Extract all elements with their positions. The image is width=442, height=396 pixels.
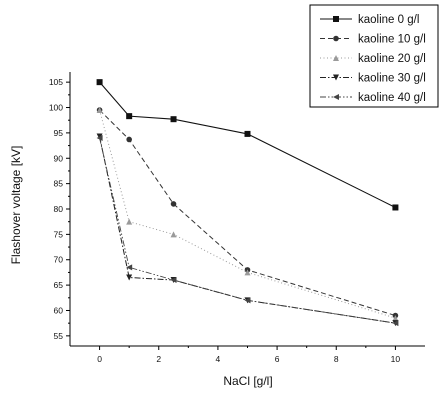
y-tick-label: 65 [54, 280, 64, 290]
plot-area: 55 60 65 70 75 80 85 90 95 100 105 0 2 4 6 8 10 [49, 72, 425, 364]
legend: kaoline 0 g/l kaoline 10 g/l kaoline 20 g/… [309, 4, 439, 108]
data-point [244, 130, 251, 137]
legend-box [309, 4, 439, 108]
x-tick-label: 2 [156, 354, 161, 364]
y-tick-label: 90 [54, 153, 64, 163]
data-point [126, 264, 133, 271]
data-point [244, 269, 251, 276]
series-3 [96, 107, 399, 322]
legend-item: kaoline 0 g/l [320, 14, 419, 26]
y-axis-title: Flashover voltage [kV] [9, 146, 23, 265]
legend-label: kaoline 10 g/l [358, 34, 426, 46]
y-tick-label: 95 [54, 128, 64, 138]
data-point [392, 320, 399, 327]
y-tick-label: 55 [54, 331, 64, 341]
x-axis-title: NaCl [g/l] [223, 374, 272, 388]
data-point [170, 277, 177, 284]
legend-label: kaoline 40 g/l [358, 92, 426, 104]
data-point [126, 136, 132, 143]
legend-marker [333, 55, 339, 61]
y-tick-label: 85 [54, 179, 64, 189]
legend-marker [333, 74, 339, 81]
data-point [96, 79, 103, 86]
x-tick-label: 0 [97, 354, 102, 364]
series-line [99, 109, 396, 319]
y-tick-label: 60 [54, 305, 64, 315]
series-line [99, 137, 396, 324]
data-point [126, 218, 133, 225]
x-tick-label: 10 [391, 354, 401, 364]
data-point [96, 134, 103, 141]
data-point [96, 107, 103, 114]
data-point [244, 297, 251, 304]
y-tick-label: 70 [54, 255, 64, 265]
legend-marker [333, 35, 339, 42]
x-tick-label: 6 [275, 354, 280, 364]
data-point [126, 113, 133, 120]
x-tick-label: 8 [334, 354, 339, 364]
series-2 [96, 107, 399, 319]
legend-item: kaoline 40 g/l [320, 92, 426, 104]
legend-label: kaoline 0 g/l [358, 14, 419, 26]
legend-marker [333, 94, 339, 100]
data-point [392, 315, 399, 322]
series-5 [96, 134, 399, 327]
series-1 [96, 79, 399, 211]
data-point [392, 204, 399, 211]
data-point [96, 133, 103, 140]
data-point [170, 116, 177, 123]
y-tick-label: 75 [54, 229, 64, 239]
x-tick-label: 4 [216, 354, 221, 364]
series-line [99, 109, 396, 317]
data-point [170, 231, 177, 238]
legend-item: kaoline 30 g/l [320, 73, 426, 85]
legend-item: kaoline 20 g/l [320, 53, 426, 65]
y-tick-label: 80 [54, 204, 64, 214]
series-4 [96, 133, 399, 327]
data-point [170, 201, 177, 207]
legend-marker [333, 16, 339, 22]
y-tick-label: 100 [49, 103, 63, 113]
legend-label: kaoline 30 g/l [358, 73, 426, 85]
data-point [126, 274, 133, 281]
series-line [99, 136, 396, 324]
legend-item: kaoline 10 g/l [320, 34, 426, 46]
y-tick-label: 105 [49, 77, 63, 87]
legend-label: kaoline 20 g/l [358, 53, 426, 65]
